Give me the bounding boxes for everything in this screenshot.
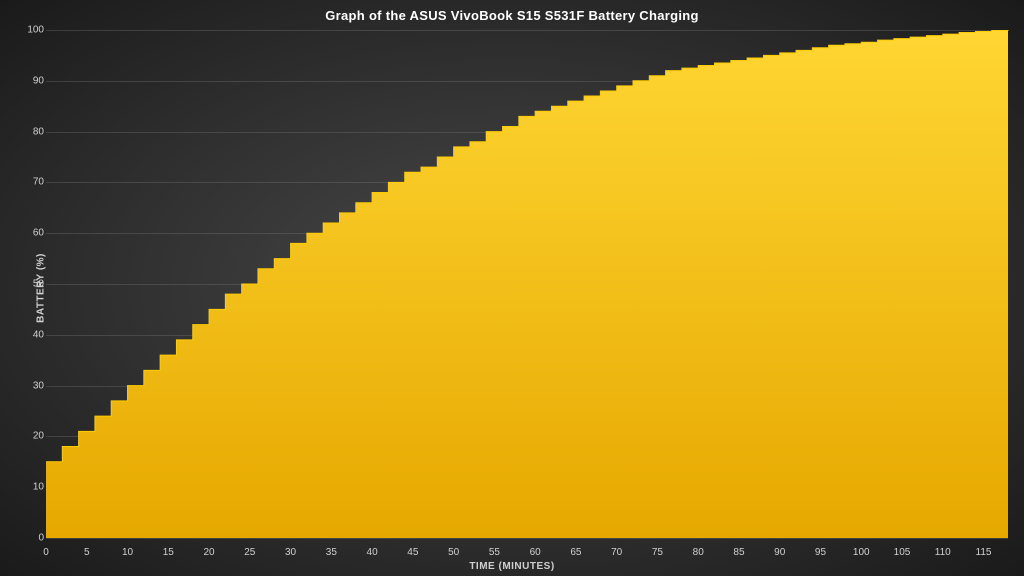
y-tick-label: 10	[26, 482, 44, 493]
x-tick-label: 5	[84, 547, 90, 558]
x-tick-label: 85	[733, 547, 744, 558]
chart-container: Graph of the ASUS VivoBook S15 S531F Bat…	[0, 0, 1024, 576]
x-tick-label: 105	[894, 547, 911, 558]
x-tick-label: 45	[407, 547, 418, 558]
x-tick-label: 95	[815, 547, 826, 558]
y-tick-label: 100	[26, 25, 44, 36]
y-tick-label: 40	[26, 329, 44, 340]
x-tick-label: 90	[774, 547, 785, 558]
x-tick-label: 10	[122, 547, 133, 558]
y-tick-label: 30	[26, 380, 44, 391]
x-tick-label: 110	[935, 547, 951, 558]
x-tick-label: 65	[570, 547, 581, 558]
y-tick-label: 20	[26, 431, 44, 442]
y-tick-label: 70	[26, 177, 44, 188]
x-tick-label: 75	[652, 547, 663, 558]
x-tick-label: 35	[326, 547, 337, 558]
x-tick-label: 40	[367, 547, 378, 558]
area-fill	[46, 30, 1008, 538]
x-tick-label: 30	[285, 547, 296, 558]
plot-area	[46, 30, 1008, 538]
area-chart	[46, 30, 1008, 538]
y-tick-label: 80	[26, 126, 44, 137]
gridline-h	[46, 538, 1008, 539]
x-tick-label: 80	[693, 547, 704, 558]
chart-title: Graph of the ASUS VivoBook S15 S531F Bat…	[0, 8, 1024, 23]
x-tick-label: 70	[611, 547, 622, 558]
x-tick-label: 20	[203, 547, 214, 558]
x-tick-label: 50	[448, 547, 459, 558]
y-tick-label: 60	[26, 228, 44, 239]
x-tick-label: 15	[163, 547, 174, 558]
y-tick-label: 50	[26, 279, 44, 290]
x-tick-label: 60	[530, 547, 541, 558]
x-tick-label: 25	[244, 547, 255, 558]
y-tick-label: 90	[26, 75, 44, 86]
x-tick-label: 55	[489, 547, 500, 558]
x-tick-label: 100	[853, 547, 870, 558]
y-tick-label: 0	[26, 533, 44, 544]
x-tick-label: 0	[43, 547, 49, 558]
x-tick-label: 115	[976, 547, 992, 558]
x-axis-label: TIME (MINUTES)	[0, 561, 1024, 572]
